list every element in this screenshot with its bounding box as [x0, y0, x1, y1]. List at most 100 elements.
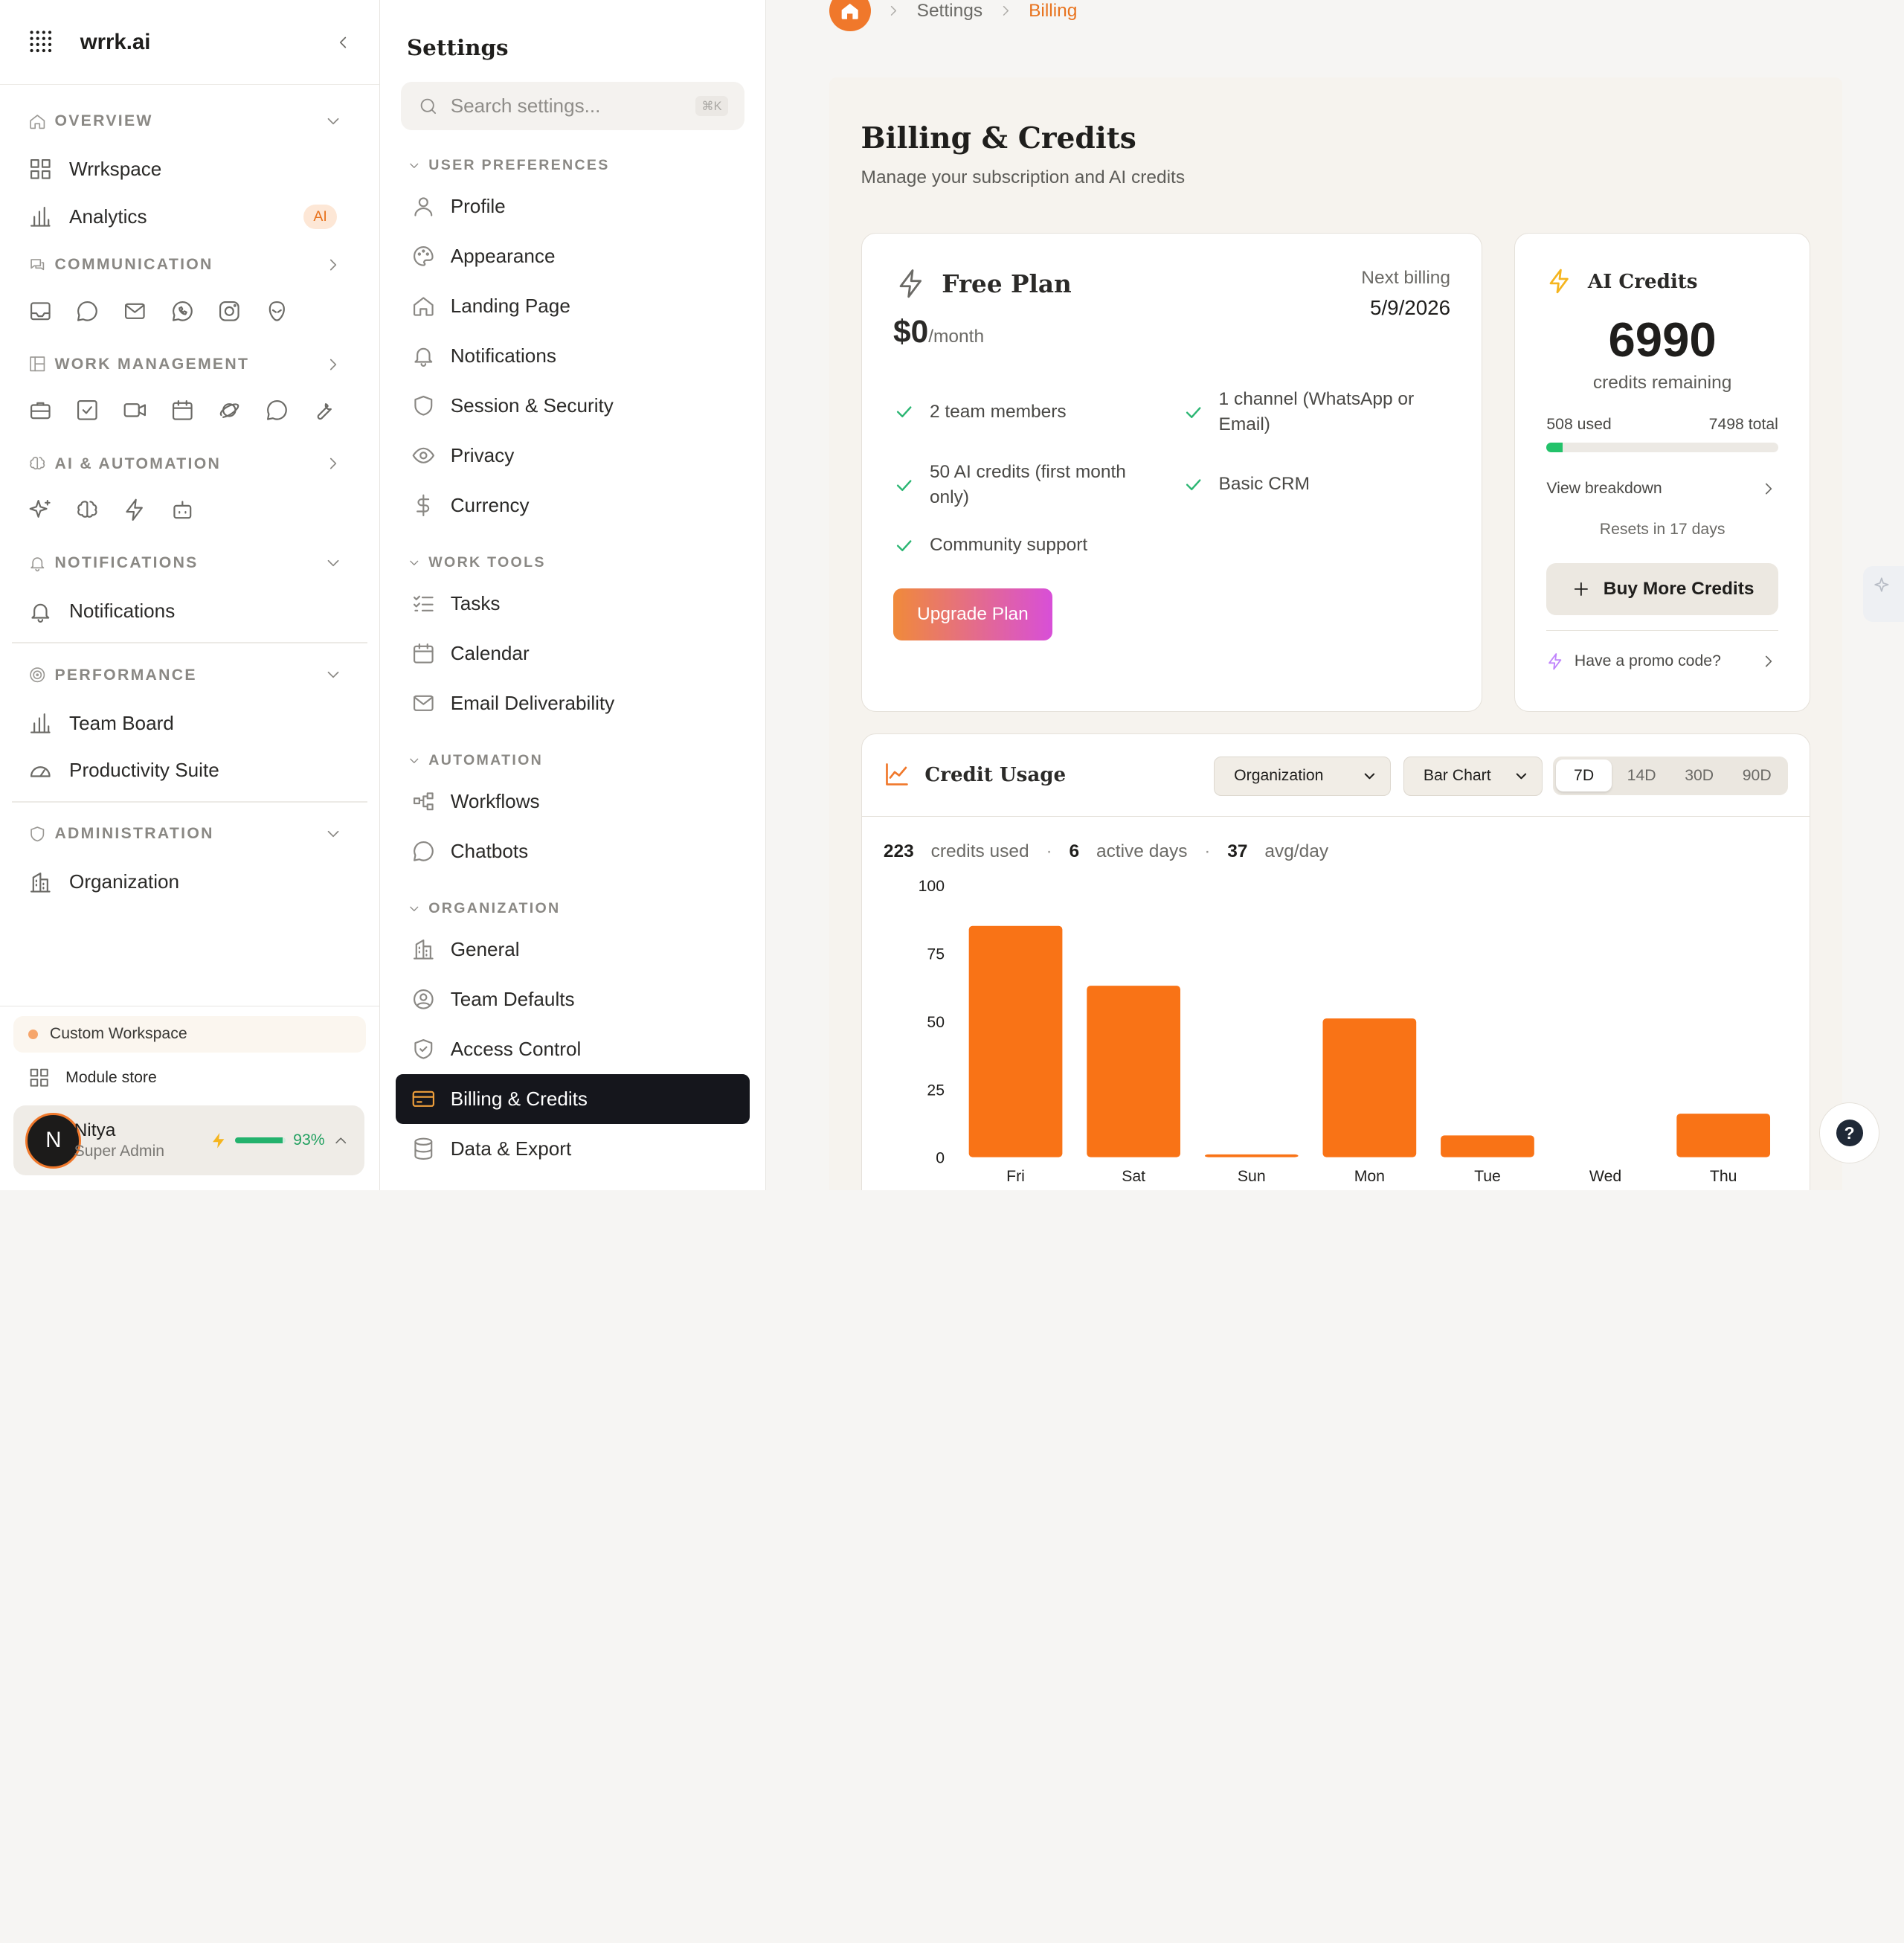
range-30d[interactable]: 30D [1685, 766, 1714, 784]
settings-item-access-control[interactable]: Access Control [380, 1024, 765, 1074]
module-store-button[interactable]: Module store [0, 1056, 379, 1100]
sidebar-item-wrrkspace[interactable]: Wrrkspace [0, 146, 379, 193]
chart-type-value: Bar Chart [1423, 767, 1491, 785]
avg-label: avg/day [1264, 841, 1329, 861]
bar-sat[interactable] [1086, 985, 1180, 1157]
custom-workspace-label: Custom Workspace [49, 1025, 187, 1043]
message-icon[interactable] [265, 398, 289, 423]
settings-item-session-security[interactable]: Session & Security [380, 381, 765, 431]
feature-text: Basic CRM [1218, 474, 1310, 495]
settings-item-workflows[interactable]: Workflows [380, 777, 765, 826]
section-ai-automation[interactable]: AI & AUTOMATION [0, 440, 379, 488]
settings-item-landing-page[interactable]: Landing Page [380, 281, 765, 331]
settings-item-calendar[interactable]: Calendar [380, 629, 765, 678]
sidebar-item-analytics[interactable]: Analytics AI [0, 193, 379, 241]
bot-icon[interactable] [170, 498, 195, 522]
planet-icon[interactable] [217, 398, 242, 423]
sidebar-item-notifications[interactable]: Notifications [0, 588, 379, 635]
settings-item-email-deliverability[interactable]: Email Deliverability [380, 678, 765, 728]
section-work-management[interactable]: WORK MANAGEMENT [0, 340, 379, 388]
settings-item-label: Access Control [450, 1037, 582, 1060]
settings-item-label: Tasks [450, 591, 501, 614]
energy-meter: 93% [210, 1131, 350, 1149]
search-input[interactable]: Search settings... ⌘K [400, 82, 745, 131]
plan-feature: Community support [893, 533, 1160, 558]
settings-item-currency[interactable]: Currency [380, 481, 765, 530]
database-icon [414, 1137, 433, 1160]
work-management-icons [0, 388, 379, 440]
sidebar-item-organization[interactable]: Organization [0, 858, 379, 906]
inbox-icon[interactable] [28, 299, 53, 324]
collapse-sidebar-icon[interactable] [333, 33, 353, 52]
view-breakdown-link[interactable]: View breakdown [1546, 479, 1778, 498]
section-user-preferences[interactable]: USER PREFERENCES [380, 150, 765, 181]
sidebar-item-team-board[interactable]: Team Board [0, 699, 379, 747]
group-select[interactable]: Organization [1214, 756, 1392, 797]
chevron-down-icon [410, 560, 419, 565]
range-14d[interactable]: 14D [1627, 766, 1656, 784]
video-icon[interactable] [123, 398, 147, 423]
promo-code-link[interactable]: Have a promo code? [1546, 652, 1778, 671]
section-notifications[interactable]: NOTIFICATIONS [0, 539, 379, 588]
section-organization[interactable]: ORGANIZATION [380, 893, 765, 925]
settings-item-privacy[interactable]: Privacy [380, 431, 765, 481]
bar-thu[interactable] [1676, 1113, 1770, 1157]
bolt-icon[interactable] [123, 498, 147, 522]
checkbox-icon[interactable] [75, 398, 100, 423]
whatsapp-icon[interactable] [170, 299, 195, 324]
buy-more-credits-button[interactable]: Buy More Credits [1546, 562, 1778, 616]
settings-item-data-export[interactable]: Data & Export [380, 1124, 765, 1174]
section-automation[interactable]: AUTOMATION [380, 745, 765, 776]
section-overview-label: OVERVIEW [54, 112, 153, 130]
chart-type-select[interactable]: Bar Chart [1403, 756, 1543, 797]
date-range-toggle: 7D 14D 30D 90D [1552, 756, 1789, 795]
upgrade-plan-button[interactable]: Upgrade Plan [892, 588, 1052, 641]
range-90d[interactable]: 90D [1742, 766, 1772, 784]
bar-sun[interactable] [1204, 1154, 1299, 1157]
bolt-icon [1550, 269, 1569, 294]
section-performance[interactable]: PERFORMANCE [0, 651, 379, 699]
section-work-tools[interactable]: WORK TOOLS [380, 547, 765, 578]
section-communication[interactable]: COMMUNICATION [0, 240, 379, 289]
section-administration[interactable]: ADMINISTRATION [0, 810, 379, 858]
settings-item-label: Email Deliverability [450, 691, 615, 714]
alien-icon[interactable] [265, 299, 289, 324]
sidebar-item-productivity-suite[interactable]: Productivity Suite [0, 747, 379, 794]
credits-remaining-label: credits remaining [1592, 372, 1732, 393]
settings-item-general[interactable]: General [380, 925, 765, 974]
settings-item-team-defaults[interactable]: Team Defaults [380, 974, 765, 1024]
brain-icon[interactable] [75, 498, 100, 522]
credit-usage-label: Credit Usage [924, 762, 1067, 786]
wrench-icon[interactable] [312, 398, 336, 423]
x-tick-label: Tue [1474, 1168, 1501, 1185]
instagram-icon[interactable] [217, 299, 242, 324]
settings-item-label: General [450, 937, 520, 960]
calendar-icon[interactable] [170, 398, 195, 423]
settings-item-notifications[interactable]: Notifications [380, 331, 765, 381]
breadcrumb-settings[interactable]: Settings [916, 0, 983, 21]
help-button[interactable]: ? [1818, 1102, 1880, 1164]
plan-name: Free Plan [942, 269, 1072, 298]
home-button[interactable] [829, 0, 871, 32]
settings-item-profile[interactable]: Profile [380, 182, 765, 231]
settings-item-tasks[interactable]: Tasks [380, 579, 765, 629]
bar-tue[interactable] [1440, 1135, 1534, 1157]
settings-item-chatbots[interactable]: Chatbots [380, 826, 765, 876]
ai-assistant-tab[interactable] [1862, 565, 1904, 622]
section-work-management-label: WORK MANAGEMENT [54, 355, 250, 373]
mail-icon[interactable] [123, 299, 147, 324]
briefcase-icon[interactable] [28, 398, 53, 423]
settings-item-appearance[interactable]: Appearance [380, 231, 765, 281]
sparkles-icon[interactable] [28, 498, 53, 522]
chevron-down-icon [327, 831, 339, 838]
user-menu[interactable]: N Nitya Super Admin 93% [13, 1105, 365, 1176]
settings-item-billing-credits[interactable]: Billing & Credits [396, 1073, 750, 1124]
section-overview[interactable]: OVERVIEW [0, 97, 379, 146]
chat-icon[interactable] [75, 299, 100, 324]
bar-mon[interactable] [1322, 1018, 1416, 1157]
range-7d[interactable]: 7D [1556, 759, 1612, 791]
bar-fri[interactable] [968, 925, 1062, 1157]
settings-item-label: Session & Security [450, 394, 614, 417]
settings-item-label: Billing & Credits [450, 1087, 588, 1110]
custom-workspace-button[interactable]: Custom Workspace [13, 1015, 367, 1053]
